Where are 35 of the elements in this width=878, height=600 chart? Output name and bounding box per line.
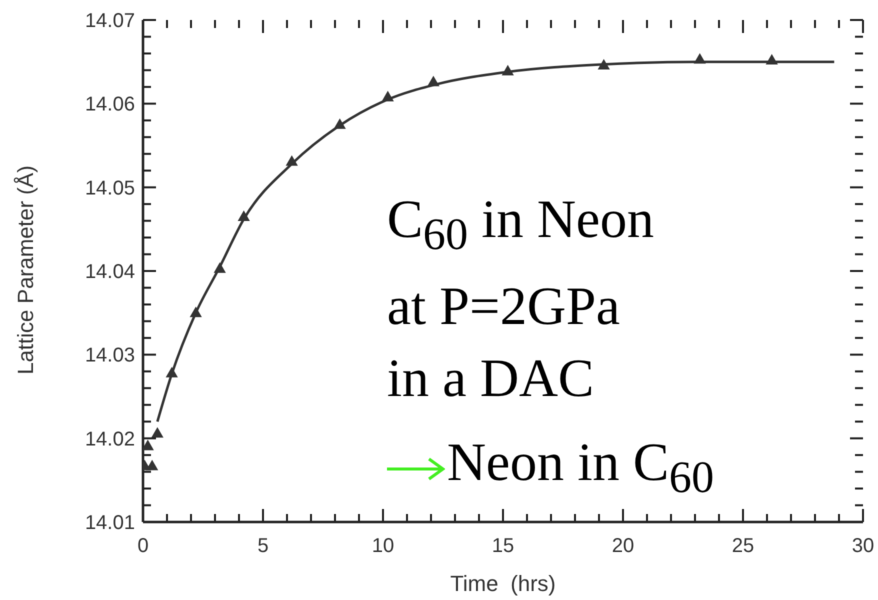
point (143, 440, 154, 450)
y-tick-label: 14.03 (84, 344, 135, 367)
x-tick-label: 25 (732, 535, 754, 557)
annotation: C$_{60}$ in Neon (387, 188, 654, 261)
x-axis-title: Time (hrs) (450, 571, 556, 597)
y-tick-label: 14.04 (84, 261, 135, 283)
point (214, 262, 226, 273)
point (694, 53, 706, 64)
point (238, 210, 250, 221)
y-tick-label: 14.02 (84, 428, 135, 450)
point (502, 64, 514, 76)
point (382, 90, 394, 102)
x-tick-label: 15 (492, 535, 514, 557)
x-tick-label: 20 (612, 535, 634, 557)
y-tick-label: 14.06 (84, 94, 135, 116)
annotation: Neon in C$_{60}$ (447, 430, 714, 504)
y-axis-title: Lattice Parameter (Å) (13, 165, 39, 375)
point (190, 306, 202, 318)
x-tick-label: 5 (257, 535, 269, 557)
point (598, 59, 610, 70)
x-tick-label: 10 (372, 535, 394, 557)
y-tick-label: 14.01 (84, 512, 135, 534)
point (286, 155, 298, 166)
point (151, 427, 164, 438)
y-tick-label: 14.07 (84, 10, 135, 32)
annotation: in a DAC (387, 346, 594, 410)
point (166, 366, 178, 378)
x-tick-label: 0 (137, 535, 149, 557)
point (146, 460, 158, 470)
y-tick-label: 14.05 (84, 177, 135, 200)
point (766, 54, 778, 65)
annotation: at P=2GPa (387, 274, 620, 338)
point (427, 76, 440, 86)
x-tick-label: 30 (852, 535, 874, 557)
point (334, 118, 346, 129)
